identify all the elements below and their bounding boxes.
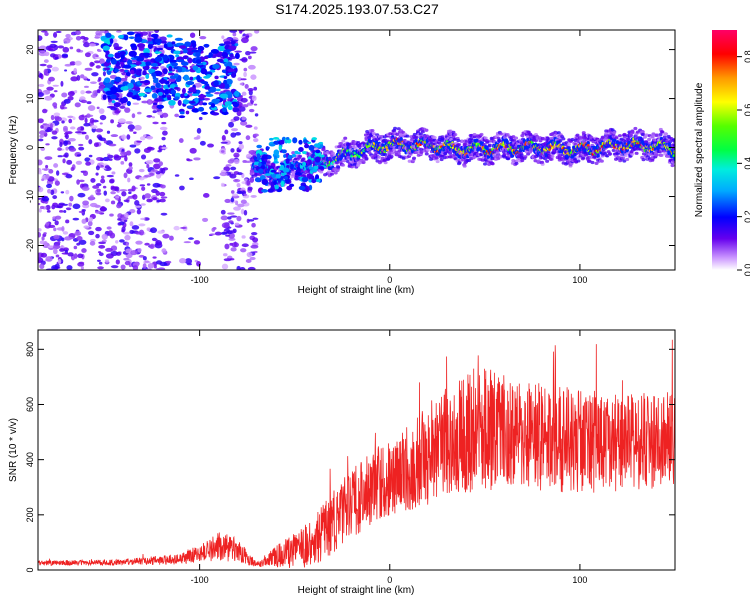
x-tick-label: -100	[191, 575, 209, 585]
x-tick-label: 100	[572, 575, 587, 585]
x-tick-label: 0	[387, 575, 392, 585]
colorbar-label: Normalized spectral amplitude	[694, 82, 705, 217]
y-tick-label: 200	[25, 507, 35, 522]
y-tick-label: 400	[25, 452, 35, 467]
colorbar-tick-label: 0.8	[743, 50, 750, 63]
snr-panel: -100 0 100 0 200 400 600 800 Height of straight…	[8, 329, 676, 596]
x-tick-label: -100	[191, 275, 209, 285]
bottom-y-axis-label: SNR (10 * v/v)	[8, 418, 19, 482]
top-plot-frame	[37, 29, 676, 271]
y-tick-label: 0	[25, 567, 35, 572]
y-tick-label: 0	[25, 145, 35, 150]
bottom-x-axis-label: Height of straight line (km)	[298, 585, 415, 596]
snr-series-line	[38, 339, 675, 569]
colorbar-tick-label: 0.6	[743, 104, 750, 117]
colorbar-gradient	[712, 30, 737, 270]
colorbar-tick-label: 0.4	[743, 157, 750, 170]
spectrogram-image	[38, 30, 675, 270]
x-tick-label: 100	[572, 275, 587, 285]
y-tick-label: 800	[25, 342, 35, 357]
colorbar: 0.0 0.2 0.4 0.6 0.8 Normalized spectral ampl…	[694, 30, 750, 276]
y-tick-label: 20	[25, 45, 35, 55]
colorbar-ticks: 0.0 0.2 0.4 0.6 0.8	[737, 50, 750, 276]
x-tick-label: 0	[387, 275, 392, 285]
y-tick-label: -20	[25, 239, 35, 252]
bottom-plot-frame	[37, 329, 676, 571]
y-tick-label: 600	[25, 397, 35, 412]
top-y-axis-label: Frequency (Hz)	[8, 116, 19, 185]
y-tick-label: -10	[25, 190, 35, 203]
y-tick-label: 10	[25, 94, 35, 104]
chart-title: S174.2025.193.07.53.C27	[275, 1, 439, 17]
colorbar-tick-label: 0.2	[743, 210, 750, 223]
bottom-axes: -100 0 100 0 200 400 600 800	[25, 330, 675, 585]
top-x-axis-label: Height of straight line (km)	[298, 285, 415, 296]
colorbar-tick-label: 0.0	[743, 264, 750, 277]
